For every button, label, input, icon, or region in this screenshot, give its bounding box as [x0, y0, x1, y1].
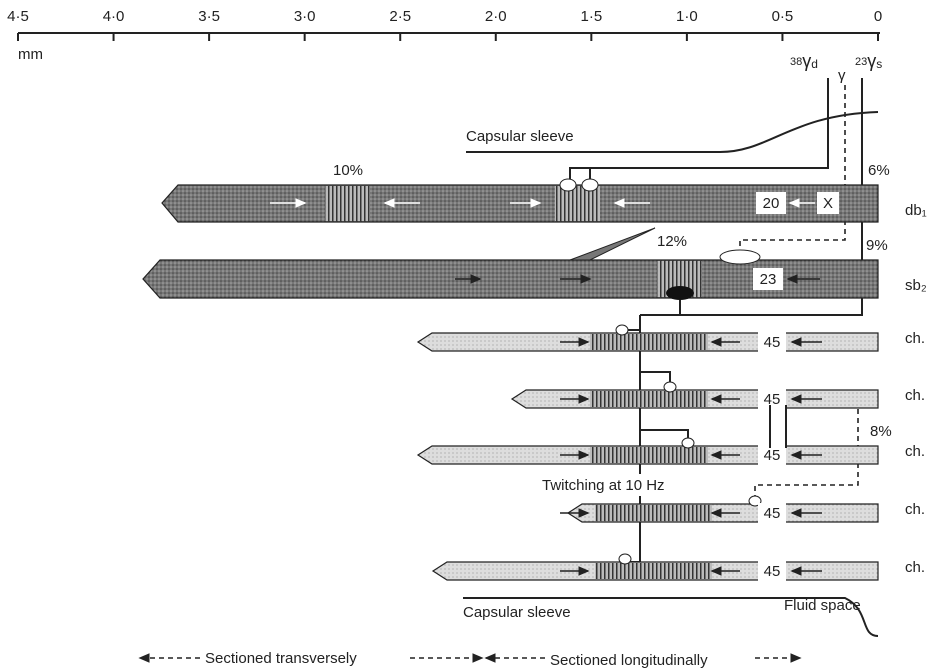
- scale-tick-label: 2·5: [389, 8, 411, 25]
- fibre-number: 23: [760, 271, 777, 288]
- striation: [590, 334, 708, 350]
- nerve-prefix: 38: [790, 56, 802, 68]
- fibre-name: ch.: [905, 559, 925, 576]
- link: [770, 405, 786, 448]
- percent-label: 12%: [657, 233, 687, 250]
- scale-tick-label: 0·5: [772, 8, 794, 25]
- gamma-d-axon: [570, 78, 828, 180]
- fibre-number: 20: [763, 195, 780, 212]
- sb2-fibre: 23 12% 9% sb₂: [143, 228, 927, 300]
- section-label: Sectioned transversely: [205, 650, 357, 667]
- percent-label: 9%: [866, 237, 888, 254]
- fibre-name: db₁: [905, 202, 927, 219]
- fibre-name: ch.: [905, 443, 925, 460]
- nerve-label: 23γs: [855, 51, 882, 71]
- nerve-prefix: 23: [855, 56, 867, 68]
- percent-label: 10%: [333, 162, 363, 179]
- gamma-axon: [740, 85, 845, 258]
- striation: [325, 186, 370, 221]
- scale-tick-label: 2·0: [485, 8, 507, 25]
- motor-ending: [582, 179, 598, 191]
- scale-unit: mm: [18, 46, 43, 63]
- fibre-name: sb₂: [905, 277, 927, 294]
- nerve-subscript: s: [876, 57, 882, 71]
- scale-tick-label: 3·5: [198, 8, 220, 25]
- motor-ending: [666, 286, 694, 300]
- scale-tick-label: 4·5: [7, 8, 29, 25]
- scale-tick-label: 1·0: [676, 8, 698, 25]
- fibre-branch: [570, 228, 655, 260]
- motor-ending: [560, 179, 576, 191]
- db1-fibre: 20 X 10% 6% db₁: [162, 162, 927, 222]
- motor-ending: [616, 325, 628, 335]
- striation: [595, 563, 712, 579]
- motor-ending: [664, 382, 676, 392]
- scale-tick-label: 4·0: [103, 8, 125, 25]
- nerve-symbol: γ: [867, 51, 876, 71]
- capsular-sleeve-label: Capsular sleeve: [463, 604, 571, 621]
- motor-ending: [682, 438, 694, 448]
- scale-tick-label: 3·0: [294, 8, 316, 25]
- fibre-number: 45: [764, 563, 781, 580]
- percent-label: 8%: [870, 423, 892, 440]
- nerve-subscript: d: [811, 57, 818, 71]
- fibre-box-label: X: [823, 195, 833, 212]
- nerve-symbol: γ: [802, 51, 811, 71]
- fibre-name: ch.: [905, 387, 925, 404]
- twitching-label: Twitching at 10 Hz: [542, 477, 665, 494]
- gamma-s-branches: [622, 315, 688, 572]
- capsular-sleeve-label: Capsular sleeve: [466, 128, 574, 145]
- motor-ending: [720, 250, 760, 264]
- percent-label: 6%: [868, 162, 890, 179]
- striation: [590, 447, 708, 463]
- striation: [555, 186, 600, 221]
- motor-ending: [619, 554, 631, 564]
- scale-tick-label: 1·5: [580, 8, 602, 25]
- striation: [595, 505, 712, 521]
- fibre-number: 45: [764, 334, 781, 351]
- fibre-number: 45: [764, 447, 781, 464]
- fibre-name: ch.: [905, 330, 925, 347]
- spindle-diagram: mm 4·54·03·53·02·52·01·51·00·50 38γd γ 2…: [0, 0, 936, 668]
- fibre-name: ch.: [905, 501, 925, 518]
- section-label: Sectioned longitudinally: [550, 652, 708, 668]
- nerve-label: 38γd: [790, 51, 818, 71]
- nerve-label: γ: [838, 67, 846, 84]
- striation: [590, 391, 708, 407]
- sections: Sectioned transversely Sectioned longitu…: [140, 650, 800, 668]
- scale-tick-label: 0: [874, 8, 882, 25]
- fibre-number: 45: [764, 505, 781, 522]
- chain-fibres: 45 ch. 45 ch. 45 ch. 45 ch. 45 ch.: [418, 325, 925, 581]
- scale: mm 4·5 4·0 3·5 3·0 2·5 2·0 1·5 1·0 0·5 0: [7, 8, 882, 63]
- fibre-number: 45: [764, 391, 781, 408]
- fluid-space-label: Fluid space: [784, 597, 861, 614]
